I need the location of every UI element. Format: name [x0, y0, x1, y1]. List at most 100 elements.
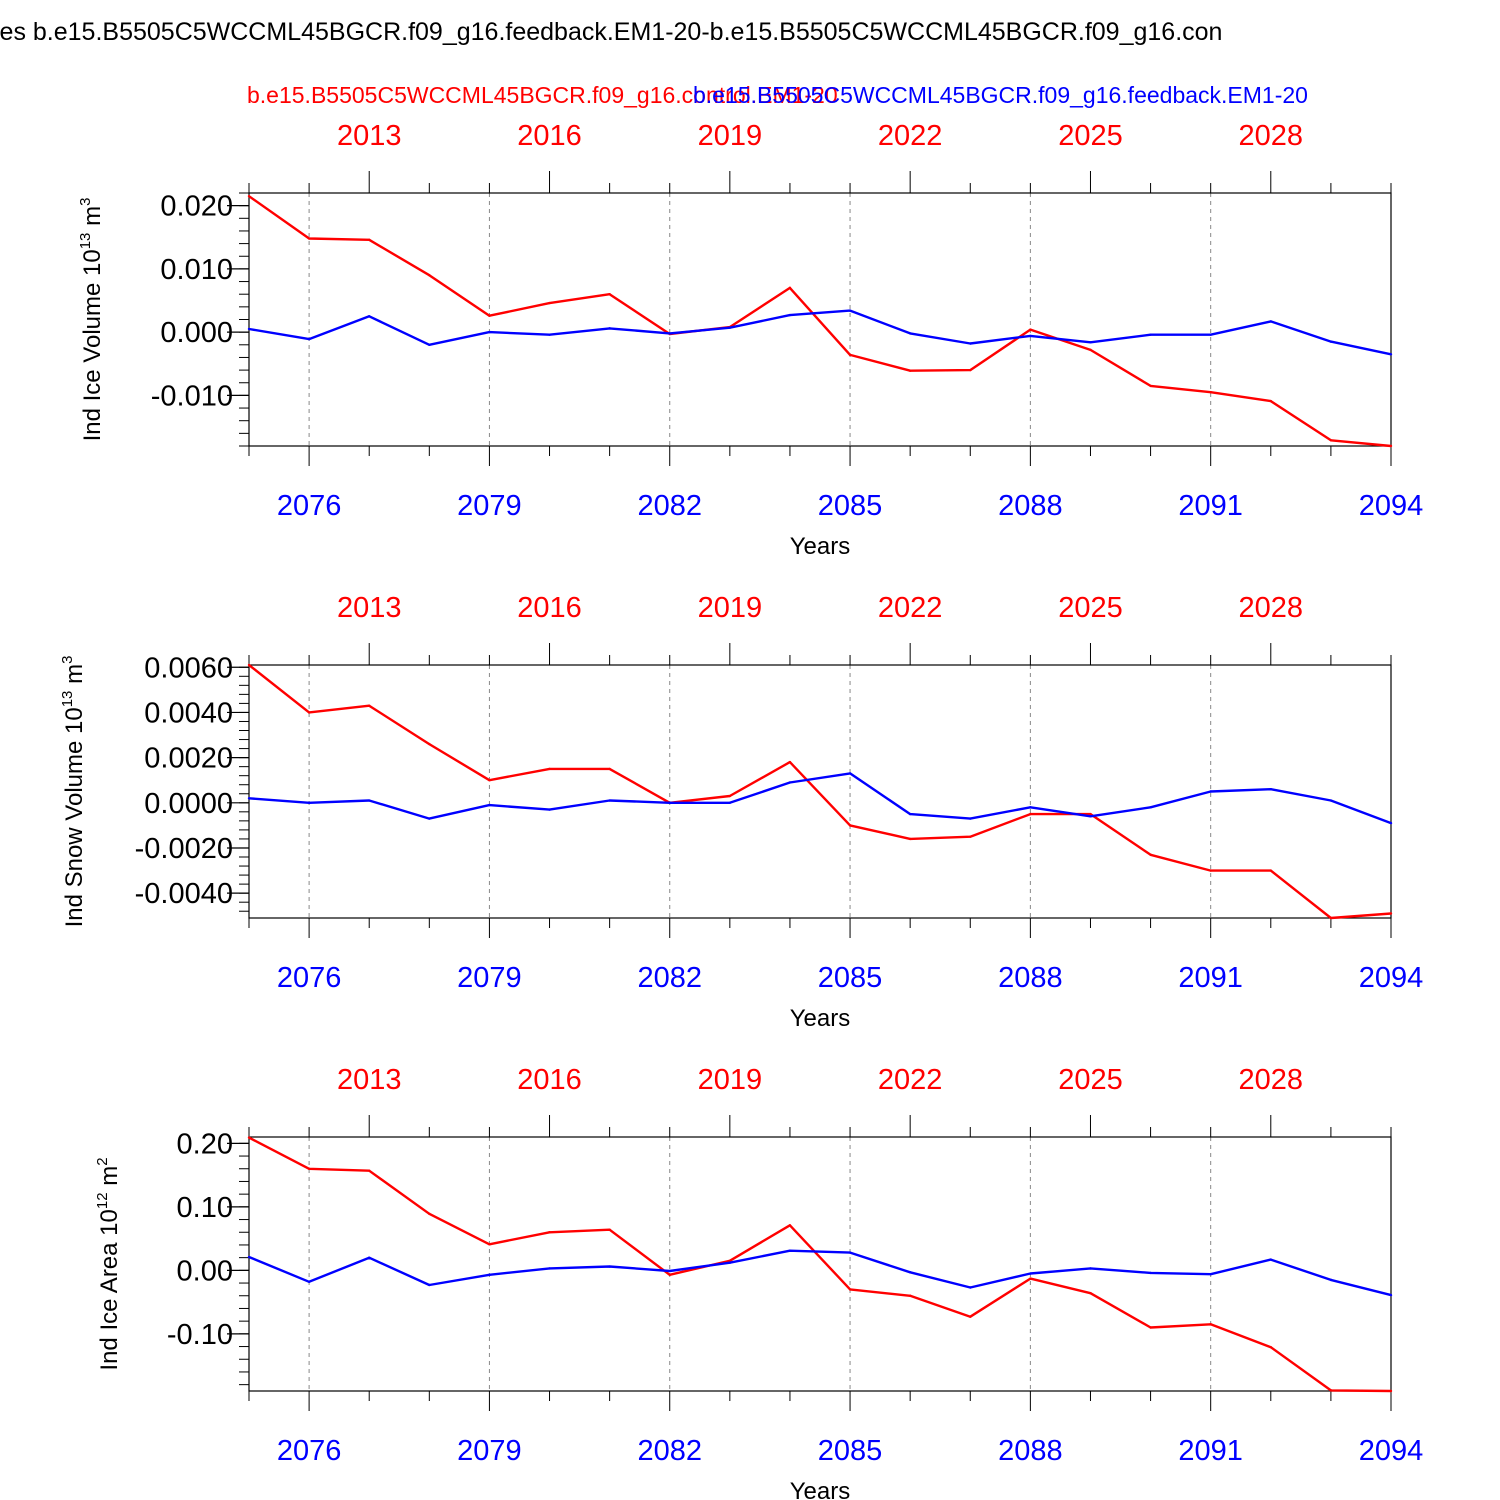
x-tick-label-2088: 2088	[998, 1435, 1063, 1467]
data-point-feedback-2084	[788, 1249, 792, 1252]
data-point-control-2090	[1149, 1326, 1152, 1329]
y-tick-label-2: 0.10	[177, 1192, 233, 1224]
data-point-control-2093	[1329, 1389, 1333, 1392]
x-tick-label-2085: 2085	[818, 1435, 883, 1467]
y-tick-label-0: -0.010	[151, 380, 233, 412]
data-point-feedback-2079	[488, 803, 491, 807]
data-point-control-2077	[368, 238, 371, 242]
legend-series-b-label: b.e15.B5505C5WCCML45BGCR.f09_g16.feedbac…	[693, 82, 1308, 108]
y-tick-label-1: 0.00	[177, 1255, 233, 1287]
data-point-control-2093	[1329, 916, 1333, 920]
data-point-control-2086	[908, 837, 912, 841]
data-point-control-2084	[788, 1224, 792, 1227]
data-point-feedback-2075	[247, 327, 251, 331]
data-point-control-2075	[247, 663, 251, 667]
data-point-feedback-2083	[728, 801, 732, 804]
x-tick-label-2082: 2082	[637, 490, 702, 522]
y-axis-label-unit: m	[79, 206, 106, 233]
data-point-feedback-2077	[368, 799, 371, 802]
x-tick-label-2082: 2082	[637, 962, 702, 994]
data-point-control-2094	[1389, 912, 1393, 915]
x-tick-label-2094: 2094	[1359, 962, 1424, 994]
data-point-control-2085	[848, 353, 852, 357]
data-point-control-2080	[548, 767, 551, 771]
y-axis-label-exponent: 12	[94, 1192, 111, 1209]
plot-frame	[248, 664, 1392, 919]
data-point-control-2086	[908, 1294, 912, 1297]
data-point-feedback-2076	[307, 801, 311, 804]
data-point-control-2082	[668, 1273, 671, 1276]
plot-frame	[248, 1136, 1392, 1392]
data-point-control-2092	[1269, 1345, 1272, 1349]
chart-1: 2076 2079 2082 2085 2088 2091 2094 2013 2016 2019…	[77, 120, 1423, 560]
data-point-feedback-2092	[1269, 320, 1272, 323]
page-title-text: ies b.e15.B5505C5WCCML45BGCR.f09_g16.fee…	[0, 18, 1223, 46]
x-tick-label-2076: 2076	[277, 1435, 342, 1467]
data-point-feedback-2076	[307, 337, 311, 341]
data-point-feedback-2092	[1269, 788, 1272, 791]
data-point-feedback-2080	[548, 808, 551, 811]
y-axis-label: Ind Ice Volume 1013 m3	[77, 198, 106, 442]
data-point-feedback-2094	[1389, 821, 1393, 825]
data-point-control-2094	[1389, 1389, 1393, 1393]
data-point-feedback-2094	[1389, 1293, 1393, 1297]
data-point-feedback-2082	[668, 332, 671, 335]
data-point-feedback-2088	[1029, 806, 1032, 809]
chart-2: 2076 2079 2082 2085 2088 2091 2094 2013 2016 2019…	[59, 592, 1423, 1032]
x-axis-label: Years	[790, 533, 851, 560]
x-tick-label-2091: 2091	[1178, 1435, 1243, 1467]
y-tick-label-4: 0.0040	[144, 697, 233, 729]
data-point-feedback-2079	[488, 330, 491, 334]
x-tick-label-2079: 2079	[457, 962, 522, 994]
data-point-control-2087	[969, 368, 972, 372]
data-point-feedback-2075	[247, 1255, 251, 1259]
x-tick-label-2094: 2094	[1359, 490, 1424, 522]
x-tick-label-2088: 2088	[998, 490, 1063, 522]
y-tick-label-0: -0.0040	[135, 878, 233, 910]
data-point-control-2088	[1029, 1277, 1032, 1280]
data-point-feedback-2082	[668, 801, 671, 804]
data-point-control-2092	[1269, 869, 1272, 872]
data-point-control-2076	[307, 1167, 311, 1170]
top-x-tick-label-2028: 2028	[1239, 120, 1304, 152]
data-point-control-2091	[1209, 391, 1212, 394]
top-x-tick-label-2028: 2028	[1239, 592, 1304, 624]
data-point-feedback-2083	[728, 1261, 732, 1264]
data-point-feedback-2081	[608, 1265, 611, 1268]
data-point-control-2088	[1029, 328, 1032, 331]
top-x-tick-label-2013: 2013	[337, 592, 402, 624]
data-point-feedback-2080	[548, 333, 551, 336]
data-point-feedback-2090	[1149, 333, 1152, 336]
data-point-control-2078	[428, 274, 431, 277]
y-tick-label-3: 0.020	[160, 191, 233, 223]
data-point-feedback-2076	[307, 1280, 311, 1283]
data-point-control-2085	[848, 824, 852, 827]
y-tick-label-2: 0.0000	[144, 788, 233, 820]
x-axis-label: Years	[790, 1478, 851, 1500]
data-point-control-2078	[428, 1212, 431, 1216]
y-axis-label-unit: m	[96, 1166, 123, 1193]
data-point-feedback-2085	[848, 309, 852, 312]
data-point-control-2079	[488, 779, 491, 782]
data-point-feedback-2084	[788, 781, 792, 784]
data-point-control-2076	[307, 711, 311, 714]
series-line-control	[248, 195, 1392, 448]
y-tick-label-3: 0.20	[177, 1128, 233, 1160]
data-point-control-2079	[488, 314, 491, 317]
data-point-feedback-2080	[548, 1267, 551, 1270]
data-point-control-2091	[1209, 1323, 1212, 1326]
data-point-feedback-2077	[368, 315, 371, 318]
top-x-tick-label-2019: 2019	[698, 1064, 763, 1096]
x-tick-label-2082: 2082	[637, 1435, 702, 1467]
data-point-control-2089	[1089, 1292, 1092, 1295]
data-point-feedback-2093	[1329, 340, 1333, 343]
series-line-feedback	[248, 309, 1392, 356]
data-point-feedback-2089	[1089, 1267, 1092, 1270]
y-axis-label-unit: m	[61, 664, 88, 691]
y-tick-label-1: -0.0020	[135, 833, 233, 865]
top-x-tick-label-2022: 2022	[878, 1064, 943, 1096]
data-point-feedback-2093	[1329, 1278, 1333, 1282]
data-point-control-2086	[908, 369, 912, 372]
x-tick-label-2079: 2079	[457, 490, 522, 522]
